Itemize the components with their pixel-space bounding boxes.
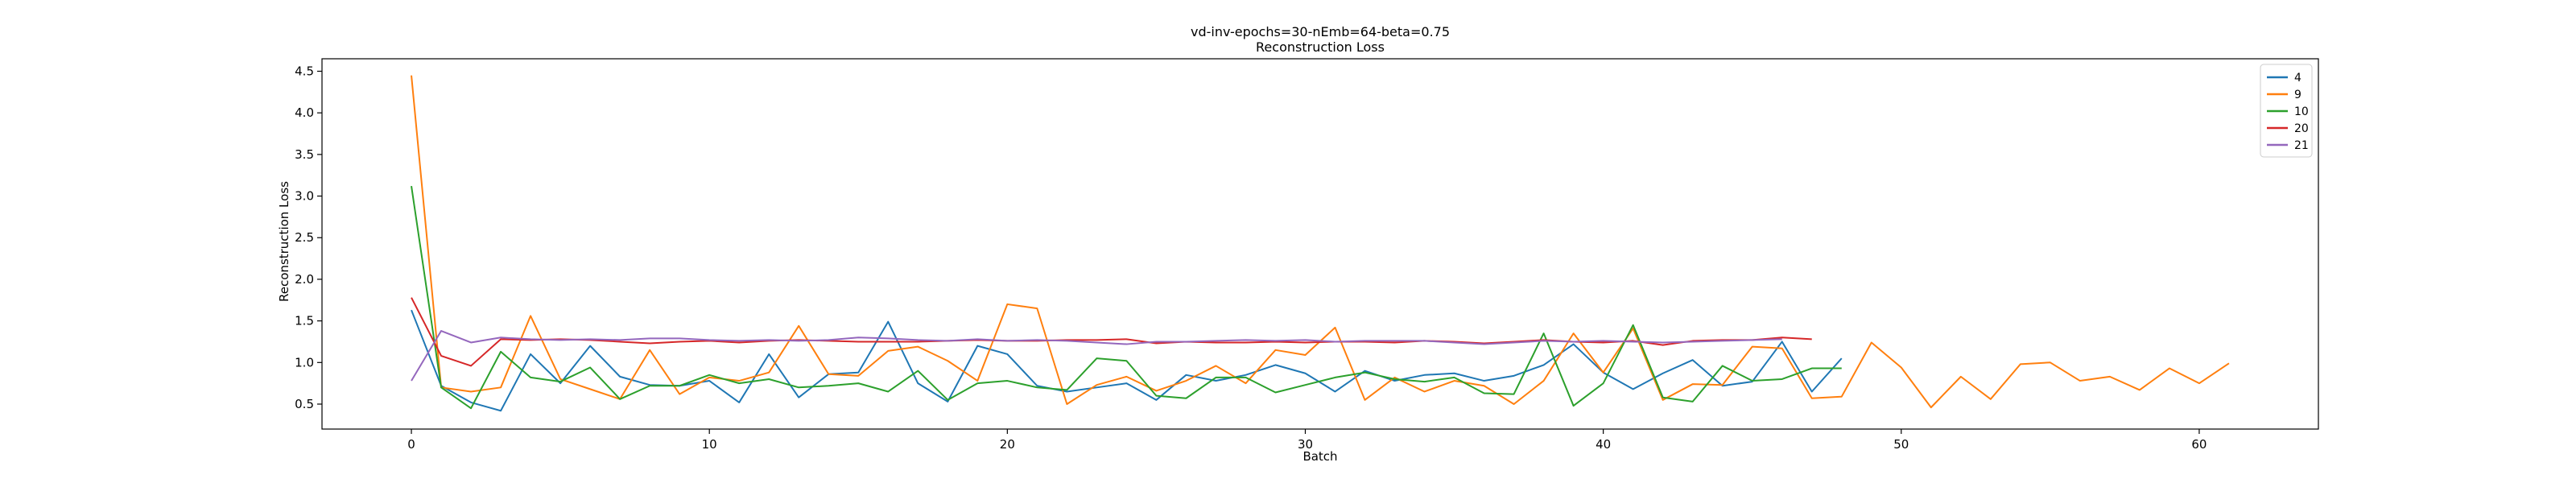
x-tick-label: 40	[1596, 437, 1611, 452]
x-tick-label: 0	[407, 437, 415, 452]
y-tick-label: 0.5	[295, 397, 314, 411]
y-axis-label: Reconstruction Loss	[277, 181, 291, 302]
y-tick-label: 4.0	[295, 105, 314, 120]
x-tick-label: 20	[1000, 437, 1015, 452]
legend-label-20: 20	[2294, 122, 2309, 135]
x-tick-label: 50	[1893, 437, 1909, 452]
series-layer	[411, 75, 2230, 412]
y-tick-label: 1.0	[295, 355, 314, 369]
x-tick-label: 30	[1298, 437, 1313, 452]
x-axis-label: Batch	[1302, 449, 1337, 464]
y-axis: 0.5 1.0 1.5 2.0 2.5 3.0 3.5 4.0 4.5	[295, 64, 322, 411]
series-line-20	[411, 297, 1812, 367]
legend: 4 9 10 20 21	[2260, 64, 2313, 158]
series-line-9	[411, 75, 2230, 409]
series-line-10	[411, 186, 1842, 410]
series-line-21	[411, 330, 1782, 382]
y-tick-label: 4.5	[295, 64, 314, 79]
plot-frame	[321, 58, 2319, 430]
chart-title: vd-inv-epochs=30-nEmb=64-beta=0.75	[1191, 24, 1450, 39]
legend-label-10: 10	[2294, 105, 2309, 118]
legend-label-21: 21	[2294, 139, 2309, 152]
y-tick-label: 2.5	[295, 230, 314, 245]
y-tick-label: 3.5	[295, 147, 314, 162]
y-tick-label: 2.0	[295, 272, 314, 287]
chart-subtitle: Reconstruction Loss	[1256, 39, 1385, 55]
x-tick-label: 10	[702, 437, 717, 452]
x-axis: 0 10 20 30 40 50 60	[407, 429, 2207, 452]
y-tick-label: 1.5	[295, 314, 314, 328]
legend-label-4: 4	[2294, 72, 2301, 85]
y-tick-label: 3.0	[295, 189, 314, 204]
legend-label-9: 9	[2294, 89, 2301, 101]
x-tick-label: 60	[2191, 437, 2207, 452]
